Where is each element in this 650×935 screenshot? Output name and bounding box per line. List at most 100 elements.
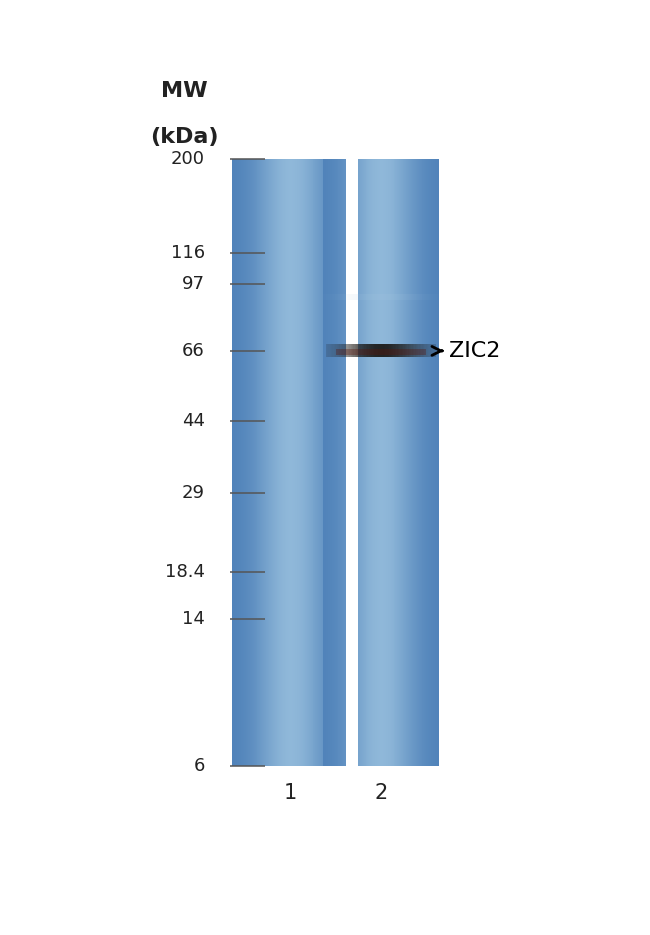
Bar <box>325 159 326 766</box>
Bar <box>306 159 307 766</box>
Bar <box>268 159 269 766</box>
Bar <box>359 295 361 300</box>
Bar <box>434 344 435 357</box>
Bar <box>423 295 424 300</box>
Bar <box>239 159 240 766</box>
Bar <box>383 159 384 766</box>
Bar <box>341 344 342 357</box>
Bar <box>431 159 432 766</box>
Bar <box>395 344 396 357</box>
Bar <box>361 344 363 357</box>
Bar <box>330 295 332 300</box>
Bar <box>392 344 393 357</box>
Bar <box>335 344 337 357</box>
Bar <box>374 344 376 357</box>
Bar <box>380 295 381 300</box>
Bar <box>438 159 439 766</box>
Bar <box>397 295 398 300</box>
Bar <box>277 159 278 766</box>
Bar <box>320 159 321 766</box>
Bar <box>327 159 328 766</box>
Bar <box>409 159 410 766</box>
Bar <box>337 159 339 766</box>
Bar <box>346 159 347 766</box>
Bar <box>334 344 335 357</box>
Bar <box>265 159 266 766</box>
Bar <box>414 344 415 357</box>
Bar <box>393 295 394 300</box>
Bar <box>347 159 348 766</box>
Bar <box>341 295 342 300</box>
Bar <box>348 295 349 300</box>
Bar <box>435 159 436 766</box>
Bar <box>240 159 241 766</box>
Bar <box>415 159 416 766</box>
Bar <box>329 159 330 766</box>
Bar <box>289 159 291 766</box>
Bar <box>365 344 366 357</box>
Bar <box>344 295 346 300</box>
Bar <box>344 344 345 357</box>
Bar <box>342 344 344 357</box>
Bar <box>374 295 375 300</box>
Bar <box>343 295 344 300</box>
Bar <box>322 159 323 766</box>
Bar <box>404 295 406 300</box>
Bar <box>437 159 438 766</box>
Bar <box>352 344 354 357</box>
Bar <box>377 159 378 766</box>
Bar <box>378 295 380 300</box>
Bar <box>424 159 425 766</box>
Bar <box>384 295 385 300</box>
Bar <box>395 295 397 300</box>
Bar <box>329 295 330 300</box>
Bar <box>413 344 414 357</box>
Bar <box>326 159 327 766</box>
Bar <box>328 344 330 357</box>
Bar <box>335 349 426 354</box>
Bar <box>254 159 255 766</box>
Bar <box>267 159 268 766</box>
Bar <box>330 344 331 357</box>
Bar <box>435 344 436 357</box>
Bar <box>435 295 436 300</box>
Bar <box>333 159 335 766</box>
Bar <box>346 159 358 766</box>
Bar <box>317 159 318 766</box>
Bar <box>287 159 289 766</box>
Bar <box>414 159 415 766</box>
Bar <box>278 159 279 766</box>
Bar <box>358 344 359 357</box>
Bar <box>389 159 391 766</box>
Bar <box>303 159 304 766</box>
Bar <box>332 159 333 766</box>
Bar <box>384 344 385 357</box>
Bar <box>345 159 346 766</box>
Bar <box>335 295 336 300</box>
Bar <box>266 159 267 766</box>
Bar <box>404 344 406 357</box>
Bar <box>247 159 248 766</box>
Text: 116: 116 <box>170 244 205 263</box>
Bar <box>391 344 392 357</box>
Bar <box>257 159 259 766</box>
Bar <box>356 344 358 357</box>
Bar <box>411 159 412 766</box>
Bar <box>238 159 239 766</box>
Bar <box>251 159 252 766</box>
Bar <box>406 159 407 766</box>
Bar <box>420 344 421 357</box>
Bar <box>432 159 433 766</box>
Bar <box>354 159 355 766</box>
Bar <box>336 295 337 300</box>
Text: 66: 66 <box>182 342 205 360</box>
Bar <box>386 159 387 766</box>
Bar <box>398 295 400 300</box>
Bar <box>429 159 430 766</box>
Bar <box>397 159 398 766</box>
Bar <box>370 159 371 766</box>
Bar <box>252 159 253 766</box>
Bar <box>354 295 355 300</box>
Bar <box>436 159 437 766</box>
Bar <box>236 159 237 766</box>
